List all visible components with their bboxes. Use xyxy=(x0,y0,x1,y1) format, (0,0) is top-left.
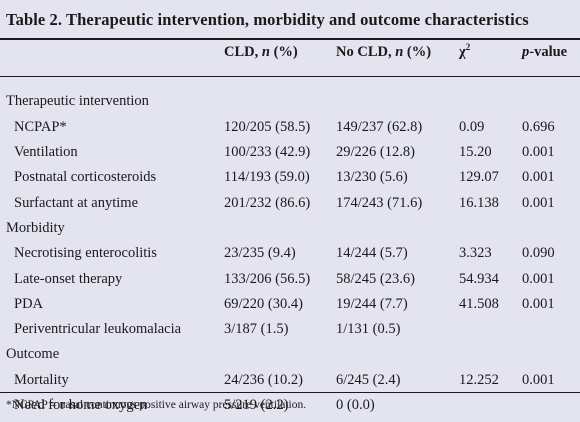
top-rule xyxy=(0,38,580,40)
section-row: Therapeutic intervention xyxy=(0,89,580,114)
cell-p-value: 0.001 xyxy=(522,169,555,186)
table-row: Ventilation 100/233 (42.9) 29/226 (12.8) 15… xyxy=(0,140,580,165)
cell-cld: 3/187 (1.5) xyxy=(224,321,289,338)
cell-p-value: 0.001 xyxy=(522,295,555,312)
row-label: PDA xyxy=(14,295,44,312)
table-header: CLD, n (%) No CLD, n (%) χ2 p-value xyxy=(0,40,580,89)
cell-p-value xyxy=(522,393,580,418)
cell-chi-square: 12.252 xyxy=(459,371,499,388)
cell-p-value xyxy=(522,317,580,342)
row-label: Ventilation xyxy=(14,144,78,161)
section-heading: Therapeutic intervention xyxy=(6,93,149,110)
cell-chi-square xyxy=(459,317,522,342)
row-label: Late-onset therapy xyxy=(14,270,123,287)
table-row: Surfactant at anytime 201/232 (86.6) 174/2… xyxy=(0,190,580,215)
cell-chi-square: 0.09 xyxy=(459,118,485,135)
cell-cld: 114/193 (59.0) xyxy=(224,169,310,186)
footnote: *NCPAP = nasal continuous positive airwa… xyxy=(6,399,307,411)
header-no-cld: No CLD, n (%) xyxy=(336,43,432,60)
cell-chi-square: 129.07 xyxy=(459,169,499,186)
cell-cld: 100/233 (42.9) xyxy=(224,144,311,161)
row-label: Necrotising enterocolitis xyxy=(14,245,157,262)
cell-p-value: 0.696 xyxy=(522,118,555,135)
cell-p-value: 0.001 xyxy=(522,194,555,211)
table-row: Late-onset therapy 133/206 (56.5) 58/245 (… xyxy=(0,266,580,291)
cell-cld: 133/206 (56.5) xyxy=(224,270,311,287)
bottom-rule xyxy=(0,392,580,393)
table-row: Need for home oxygen 5/219 (2.2) 0 (0.0) xyxy=(0,393,580,418)
table-row: Postnatal corticosteroids 114/193 (59.0) 1… xyxy=(0,165,580,190)
cell-no-cld: 6/245 (2.4) xyxy=(336,371,401,388)
cell-cld: 5/219 (2.2) xyxy=(224,397,289,413)
cell-no-cld: 0 (0.0) xyxy=(336,397,375,413)
row-label: NCPAP* xyxy=(14,118,67,135)
header-p-value: p-value xyxy=(522,43,568,60)
data-table: CLD, n (%) No CLD, n (%) χ2 p-value Ther… xyxy=(0,40,580,418)
table-title: Table 2. Therapeutic intervention, morbi… xyxy=(6,10,529,29)
row-label: Periventricular leukomalacia xyxy=(14,321,182,338)
table-row: Necrotising enterocolitis 23/235 (9.4) 14/… xyxy=(0,241,580,266)
section-heading: Outcome xyxy=(6,346,60,363)
header-label xyxy=(0,40,224,64)
cell-p-value: 0.001 xyxy=(522,270,555,287)
cell-cld: 24/236 (10.2) xyxy=(224,371,303,388)
header-rule xyxy=(0,76,580,78)
cell-chi-square: 3.323 xyxy=(459,245,492,262)
cell-no-cld: 1/131 (0.5) xyxy=(336,321,401,338)
cell-p-value: 0.001 xyxy=(522,371,555,388)
section-row: Morbidity xyxy=(0,216,580,241)
row-label: Surfactant at anytime xyxy=(14,194,139,211)
table-row: NCPAP* 120/205 (58.5) 149/237 (62.8) 0.09 0.… xyxy=(0,115,580,140)
cell-p-value: 0.090 xyxy=(522,245,555,262)
cell-no-cld: 29/226 (12.8) xyxy=(336,144,415,161)
cell-chi-square xyxy=(459,393,522,418)
cell-no-cld: 13/230 (5.6) xyxy=(336,169,408,186)
cell-no-cld: 14/244 (5.7) xyxy=(336,245,408,262)
cell-no-cld: 58/245 (23.6) xyxy=(336,270,415,287)
cell-chi-square: 41.508 xyxy=(459,295,499,312)
row-label: Need for home oxygen xyxy=(14,397,148,413)
cell-cld: 69/220 (30.4) xyxy=(224,295,303,312)
table-body: Therapeutic intervention NCPAP* 120/205 (5… xyxy=(0,89,580,418)
cell-cld: 120/205 (58.5) xyxy=(224,118,311,135)
cell-no-cld: 174/243 (71.6) xyxy=(336,194,423,211)
header-cld: CLD, n (%) xyxy=(224,43,298,60)
cell-chi-square: 16.138 xyxy=(459,194,499,211)
section-heading: Morbidity xyxy=(6,219,65,236)
cell-no-cld: 19/244 (7.7) xyxy=(336,295,408,312)
header-chi-square: χ2 xyxy=(459,41,471,60)
table-row: Mortality 24/236 (10.2) 6/245 (2.4) 12.252 0… xyxy=(0,368,580,393)
cell-no-cld: 149/237 (62.8) xyxy=(336,118,423,135)
table-row: Periventricular leukomalacia 3/187 (1.5) 1… xyxy=(0,317,580,342)
section-row: Outcome xyxy=(0,342,580,367)
cell-chi-square: 54.934 xyxy=(459,270,499,287)
row-label: Postnatal corticosteroids xyxy=(14,169,157,186)
row-label: Mortality xyxy=(14,371,69,388)
cell-p-value: 0.001 xyxy=(522,144,555,161)
cell-cld: 23/235 (9.4) xyxy=(224,245,296,262)
table-row: PDA 69/220 (30.4) 19/244 (7.7) 41.508 0.001 xyxy=(0,292,580,317)
cell-chi-square: 15.20 xyxy=(459,144,492,161)
cell-cld: 201/232 (86.6) xyxy=(224,194,311,211)
